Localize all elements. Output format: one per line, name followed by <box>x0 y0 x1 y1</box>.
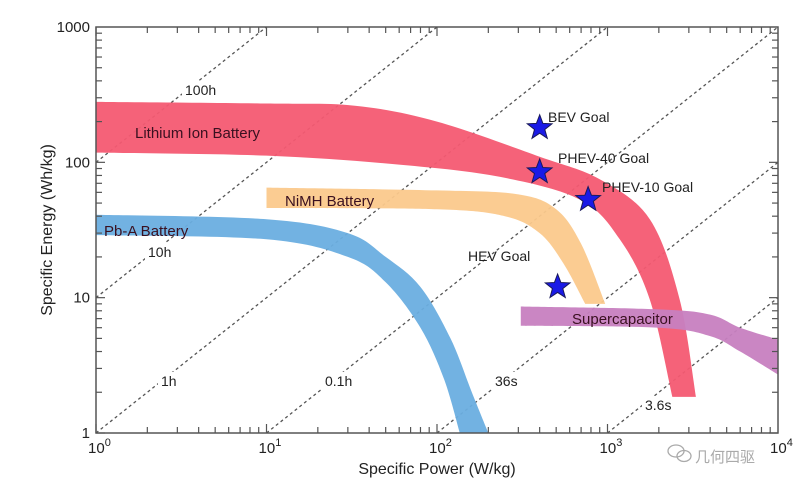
time-label-bg <box>322 372 362 390</box>
labels: 100h 10h 1h 0.1h 36s 3.6s Lithium Ion Battery N… <box>104 82 673 413</box>
bands <box>96 101 778 433</box>
time-label-0.1h: 0.1h <box>325 373 352 389</box>
goal-label: PHEV-40 Goal <box>558 150 649 166</box>
star-icon-phev-40-goal <box>525 157 554 184</box>
x-tick-base: 10 <box>429 440 446 457</box>
x-axis-title: Specific Power (W/kg) <box>358 461 515 478</box>
band-supercapacitor <box>520 306 778 375</box>
y-tick-label: 100 <box>65 154 90 171</box>
band-label: Lithium Ion Battery <box>135 125 261 142</box>
time-label-1h: 1h <box>161 373 177 389</box>
band-lithium-ion-battery <box>96 101 696 397</box>
time-label-bg <box>145 243 177 261</box>
x-tick-label: 102 <box>429 437 452 457</box>
time-label-36s: 36s <box>495 373 518 389</box>
band-label: Pb-A Battery <box>104 223 189 240</box>
x-tick-exp: 0 <box>105 437 111 449</box>
time-line-3.6s <box>607 297 779 434</box>
band-pb-a-battery <box>96 214 489 433</box>
x-tick-exp: 3 <box>616 437 622 449</box>
x-tick-label: 104 <box>770 437 793 457</box>
star-icon-bev-goal <box>525 113 554 140</box>
time-line-0.1h <box>266 26 779 434</box>
x-tick-label: 101 <box>259 437 282 457</box>
time-label-bg <box>492 372 524 390</box>
y-tick-label: 1000 <box>57 19 90 36</box>
x-tick-label: 100 <box>88 437 111 457</box>
time-line-1h <box>95 26 608 434</box>
time-label-3.6s: 3.6s <box>645 397 671 413</box>
x-tick-label: 103 <box>600 437 623 457</box>
x-tick-base: 10 <box>88 440 105 457</box>
y-tick-label: 1 <box>82 425 90 442</box>
band-label: Supercapacitor <box>572 311 673 328</box>
goal-label: PHEV-10 Goal <box>602 179 693 195</box>
y-axis-title: Specific Energy (Wh/kg) <box>39 144 56 316</box>
band-nimh-battery <box>266 187 606 304</box>
star-icon-phev-10-goal <box>574 185 602 212</box>
x-tick-exp: 4 <box>787 437 793 449</box>
goals: BEV Goal PHEV-40 Goal PHEV-10 Goal HEV Goal <box>468 109 693 299</box>
x-tick-base: 10 <box>259 440 276 457</box>
time-label-bg <box>182 81 222 99</box>
time-lines <box>95 26 779 434</box>
x-tick-exp: 1 <box>275 437 281 449</box>
band-label: NiMH Battery <box>285 193 375 210</box>
star-icon-hev-goal <box>543 272 572 299</box>
wechat-icon <box>667 444 692 463</box>
x-tick-base: 10 <box>770 440 787 457</box>
watermark: 几何四驱 <box>667 444 755 466</box>
time-label-bg <box>158 372 181 390</box>
time-label-bg <box>642 396 682 414</box>
time-label-100h: 100h <box>185 82 216 98</box>
y-tick-label: 10 <box>73 290 90 307</box>
x-tick-base: 10 <box>600 440 617 457</box>
watermark-text: 几何四驱 <box>695 449 755 466</box>
goal-label: BEV Goal <box>548 109 609 125</box>
goal-label: HEV Goal <box>468 248 530 264</box>
x-tick-exp: 2 <box>446 437 452 449</box>
time-label-10h: 10h <box>148 244 171 260</box>
